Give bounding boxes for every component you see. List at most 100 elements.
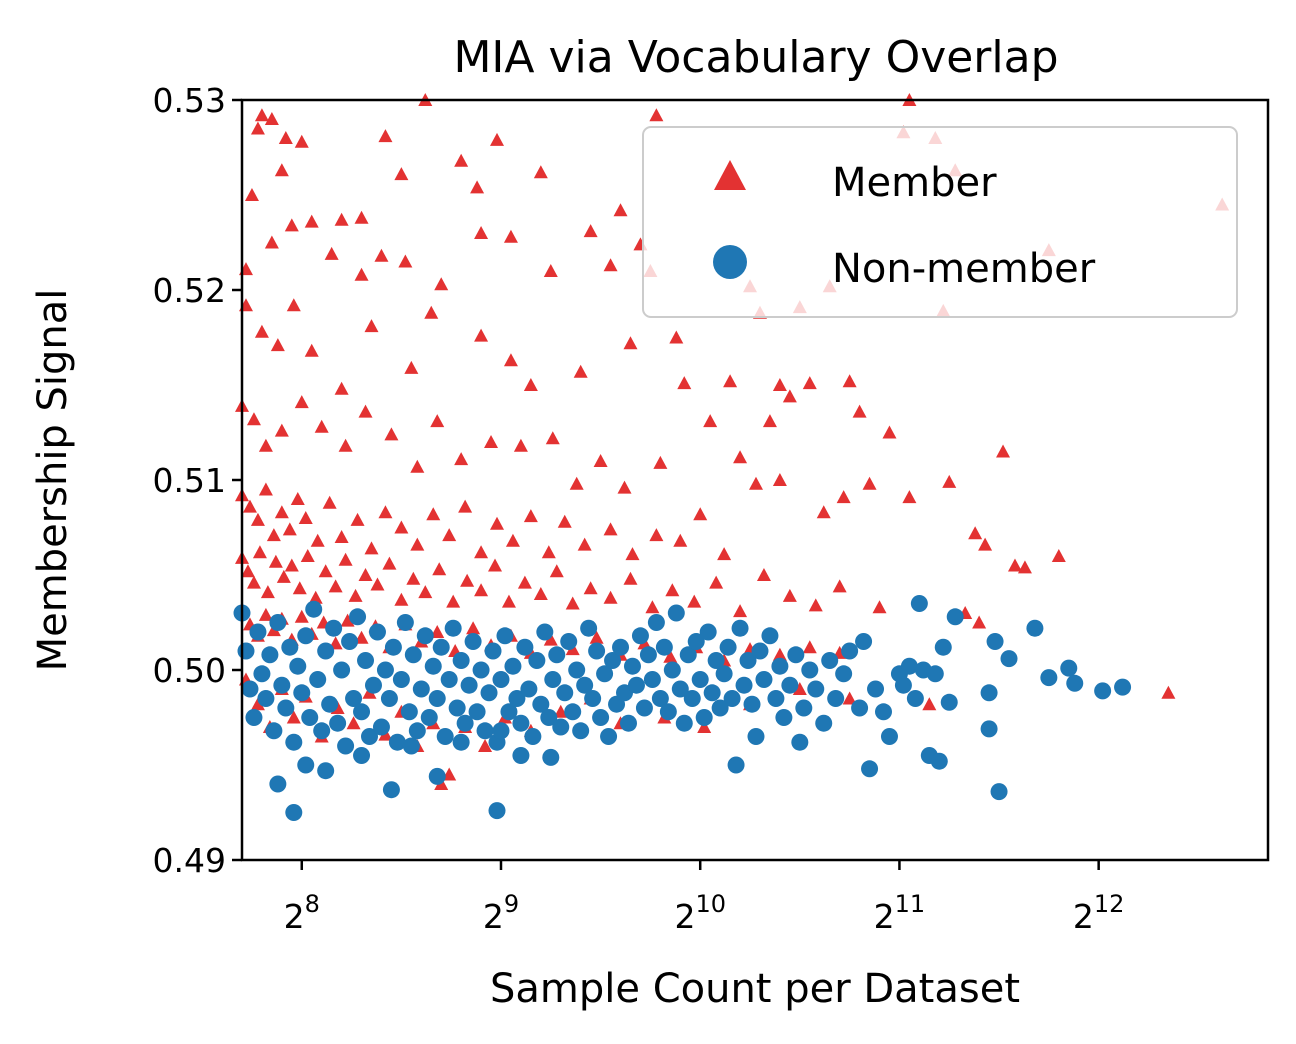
non-member-point	[639, 646, 657, 664]
non-member-point	[277, 699, 295, 717]
member-point	[603, 258, 618, 272]
member-point	[246, 575, 261, 589]
member-point	[565, 596, 580, 610]
member-point	[244, 188, 259, 201]
member-point	[756, 568, 771, 581]
non-member-point	[781, 676, 799, 694]
non-member-point	[313, 722, 331, 740]
non-member-point	[392, 671, 410, 688]
member-point	[533, 165, 548, 179]
member-point	[603, 522, 618, 536]
member-point	[294, 395, 309, 409]
x-axis-label: Sample Count per Dataset	[490, 966, 1020, 1012]
non-member-point	[253, 665, 271, 683]
non-member-point	[416, 627, 434, 645]
member-point	[304, 343, 319, 357]
non-member-point	[906, 690, 924, 707]
member-point	[569, 476, 584, 490]
member-point	[290, 492, 305, 505]
non-member-point	[743, 695, 761, 713]
member-point	[703, 414, 718, 428]
non-member-point	[542, 748, 560, 766]
non-member-point	[827, 690, 845, 707]
non-member-point	[715, 665, 733, 683]
x-tick-label: 210	[674, 890, 726, 936]
non-member-point	[801, 661, 819, 679]
member-point	[842, 691, 857, 705]
non-member-point	[524, 728, 542, 745]
member-point	[541, 545, 556, 559]
member-point	[882, 425, 897, 439]
non-member-point	[305, 600, 323, 618]
member-point	[557, 514, 572, 528]
non-member-point	[261, 646, 279, 664]
x-tick-label: 28	[284, 890, 320, 936]
member-point	[334, 212, 349, 226]
member-point	[545, 431, 560, 445]
member-point	[338, 438, 353, 452]
non-member-point	[269, 614, 287, 631]
non-member-point	[496, 627, 514, 645]
member-point	[922, 697, 937, 711]
member-point	[816, 505, 831, 519]
non-member-point	[548, 646, 566, 664]
non-member-point	[900, 657, 918, 675]
member-point	[978, 537, 993, 551]
non-member-point	[1114, 678, 1132, 696]
member-point	[318, 564, 333, 578]
non-member-point	[265, 722, 283, 740]
non-member-point	[273, 676, 291, 694]
non-member-point	[317, 642, 335, 660]
non-member-point	[325, 619, 343, 637]
member-point	[665, 583, 680, 597]
non-member-point	[564, 703, 582, 721]
non-member-point	[460, 676, 478, 694]
x-tick-label: 29	[483, 890, 519, 936]
member-point	[394, 167, 409, 181]
non-member-point	[735, 676, 753, 694]
member-point	[354, 267, 369, 281]
member-point	[669, 330, 684, 344]
non-member-point	[297, 627, 315, 645]
non-member-point	[1000, 650, 1018, 668]
non-member-point	[894, 676, 912, 694]
non-member-point	[675, 714, 693, 732]
member-point	[378, 505, 393, 519]
non-member-point	[444, 619, 462, 637]
non-member-point	[711, 699, 729, 717]
member-point	[693, 507, 708, 521]
non-member-point	[687, 633, 705, 650]
non-member-point	[699, 623, 717, 641]
non-member-point	[504, 657, 522, 675]
non-member-point	[400, 703, 418, 721]
member-point	[406, 571, 421, 585]
member-point	[394, 520, 409, 534]
member-point	[842, 374, 857, 388]
non-member-point	[492, 722, 510, 740]
member-point	[474, 226, 489, 239]
non-member-point	[480, 684, 498, 702]
member-point	[617, 480, 632, 494]
member-point	[398, 254, 413, 268]
non-member-point	[448, 699, 466, 717]
member-point	[338, 552, 353, 566]
non-member-point	[376, 661, 394, 679]
non-member-point	[402, 737, 420, 755]
non-member-point	[440, 671, 458, 688]
member-point	[358, 568, 373, 581]
legend-non-member-marker	[713, 245, 747, 279]
non-member-point	[861, 760, 879, 778]
member-point	[733, 450, 748, 464]
non-member-point	[544, 671, 562, 688]
member-point	[258, 438, 273, 452]
member-point	[270, 338, 285, 352]
non-member-point	[368, 623, 386, 641]
non-member-point	[353, 703, 371, 721]
non-member-point	[576, 676, 594, 694]
non-member-point	[930, 752, 948, 770]
non-member-point	[528, 652, 546, 669]
member-point	[533, 587, 548, 600]
non-member-point	[612, 638, 630, 656]
non-member-point	[600, 728, 618, 745]
